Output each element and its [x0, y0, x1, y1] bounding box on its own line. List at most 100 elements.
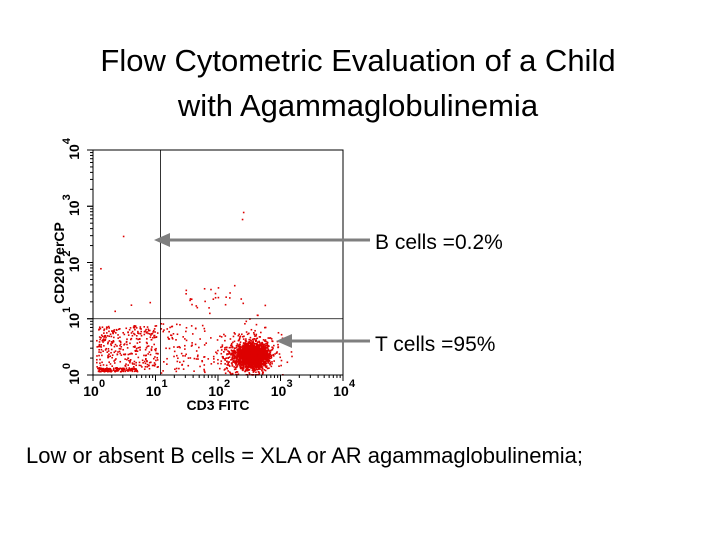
data-point-t-cell	[247, 341, 250, 344]
data-point-t-cell	[260, 349, 262, 352]
data-point-t-cell	[255, 363, 257, 365]
data-point-event	[190, 325, 193, 327]
data-point-b-cell	[149, 301, 152, 304]
y-tick-exponent: 4	[61, 137, 73, 144]
data-point-negative	[154, 363, 157, 366]
data-point-t-cell	[260, 344, 263, 347]
data-point-negative	[107, 342, 109, 345]
data-point-negative	[134, 350, 137, 352]
data-point-t-cell	[243, 350, 246, 352]
data-point-t-cell	[232, 359, 235, 362]
data-point-negative	[108, 368, 110, 371]
data-point-t-cell	[244, 351, 247, 354]
data-point-negative	[135, 327, 138, 329]
data-point-event	[203, 287, 206, 290]
data-point-t-cell	[248, 338, 251, 341]
data-point-t-cell	[239, 349, 242, 352]
data-point-t-cell	[269, 355, 271, 357]
data-point-t-cell	[265, 343, 267, 345]
data-point-event	[203, 368, 205, 371]
data-point-t-cell	[247, 346, 250, 349]
data-point-t-cell	[241, 351, 244, 354]
data-point-event	[209, 312, 211, 315]
data-point-t-cell	[256, 368, 259, 371]
data-point-t-cell	[233, 366, 235, 368]
data-point-t-cell	[249, 344, 251, 347]
data-point-negative	[140, 364, 142, 367]
data-point-t-cell	[256, 359, 259, 362]
data-point-t-cell	[262, 348, 265, 351]
data-point-negative	[114, 367, 117, 370]
data-point-negative	[109, 333, 112, 336]
data-point-event	[201, 360, 204, 363]
data-point-negative	[102, 341, 104, 343]
data-point-negative	[107, 350, 110, 352]
data-point-t-cell	[245, 356, 247, 358]
data-point-t-cell	[272, 344, 275, 347]
data-point-negative	[155, 336, 158, 339]
data-point-negative	[127, 334, 130, 336]
data-point-t-cell	[235, 364, 237, 366]
data-point-negative	[139, 346, 141, 349]
data-point-t-cell	[260, 352, 263, 355]
data-point-t-cell	[231, 365, 234, 367]
data-point-t-cell	[220, 360, 223, 362]
data-point-t-cell	[264, 352, 267, 355]
data-point-t-cell	[227, 361, 230, 364]
data-point-negative	[151, 364, 154, 367]
data-point-t-cell	[267, 354, 270, 357]
data-point-t-cell	[224, 358, 226, 360]
data-point-negative	[139, 349, 141, 351]
data-point-t-cell	[245, 320, 248, 323]
data-point-t-cell	[247, 360, 249, 363]
data-point-event	[191, 344, 193, 347]
data-point-t-cell	[266, 343, 269, 345]
data-point-event	[178, 367, 180, 370]
data-point-t-cell	[264, 366, 267, 368]
data-point-t-cell	[237, 334, 240, 337]
data-point-t-cell	[269, 361, 272, 364]
data-point-t-cell	[224, 347, 226, 349]
data-point-negative	[133, 363, 136, 365]
data-point-t-cell	[241, 360, 243, 363]
data-point-t-cell	[267, 360, 269, 363]
data-point-t-cell	[266, 344, 269, 346]
data-point-t-cell	[266, 353, 269, 356]
data-point-negative	[128, 368, 130, 371]
data-point-t-cell	[213, 358, 215, 360]
data-point-t-cell	[252, 347, 255, 350]
data-point-t-cell	[246, 352, 249, 354]
data-point-negative	[129, 360, 131, 363]
data-point-negative	[130, 332, 133, 334]
data-point-t-cell	[231, 352, 233, 355]
data-point-t-cell	[252, 371, 255, 373]
data-point-event	[170, 325, 173, 328]
data-point-t-cell	[239, 367, 242, 370]
data-point-t-cell	[228, 364, 230, 367]
data-point-t-cell	[249, 362, 252, 365]
data-point-negative	[113, 345, 116, 348]
data-point-t-cell	[247, 344, 250, 347]
data-point-negative	[123, 343, 126, 345]
data-point-negative	[119, 336, 121, 339]
data-point-t-cell	[263, 362, 266, 365]
data-point-t-cell	[263, 369, 266, 371]
data-point-t-cell	[238, 333, 240, 336]
data-point-t-cell	[263, 357, 266, 359]
data-point-negative	[122, 331, 124, 334]
data-point-negative	[129, 359, 132, 361]
data-point-negative	[104, 334, 106, 337]
data-point-negative	[104, 338, 107, 341]
data-point-negative	[102, 370, 104, 372]
data-point-t-cell	[259, 358, 261, 361]
data-point-t-cell	[271, 362, 273, 365]
data-point-t-cell	[263, 355, 266, 358]
data-point-t-cell	[263, 358, 265, 361]
data-point-negative	[144, 330, 147, 332]
data-point-t-cell	[231, 345, 234, 348]
y-tick-label: 10	[66, 200, 82, 216]
data-point-t-cell	[246, 342, 248, 345]
data-point-event	[179, 361, 181, 364]
data-point-event	[201, 324, 204, 327]
data-point-t-cell	[238, 350, 240, 352]
